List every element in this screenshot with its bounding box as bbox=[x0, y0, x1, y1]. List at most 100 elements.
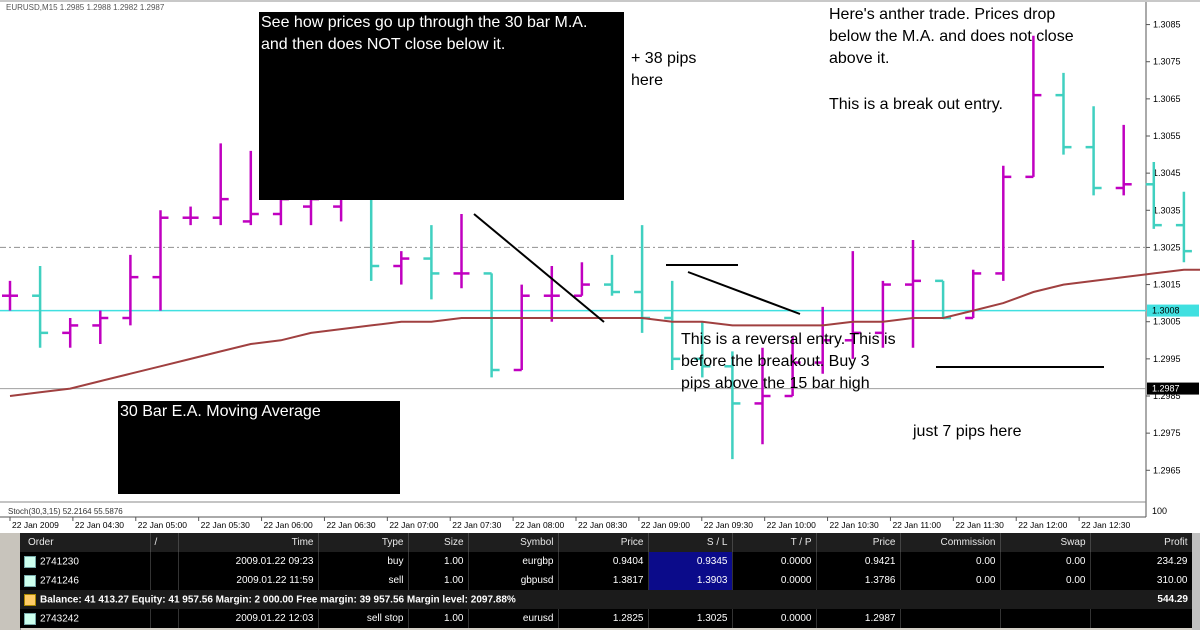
time-cell: 2009.01.22 09:23 bbox=[178, 552, 319, 571]
col-swap[interactable]: Swap bbox=[1000, 533, 1091, 552]
annotation-line: This is a reversal entry. This is bbox=[681, 331, 896, 348]
col-order[interactable]: Order bbox=[20, 533, 151, 552]
size-cell: 1.00 bbox=[408, 552, 469, 571]
symbol-cell: eurgbp bbox=[468, 552, 559, 571]
pending-order-icon bbox=[24, 612, 36, 625]
tp-cell[interactable]: 0.0000 bbox=[732, 571, 817, 590]
chart-canvas: 1.3085 1.3075 1.3065 1.3055 1.3045 1.3035 1.30… bbox=[0, 2, 1200, 530]
col-commission[interactable]: Commission bbox=[900, 533, 1001, 552]
col-tp[interactable]: T / P bbox=[732, 533, 817, 552]
annotation-line: below the M.A. and does not close bbox=[829, 28, 1074, 45]
time-tick-label: 22 Jan 2009 bbox=[12, 520, 59, 530]
spacer-cell bbox=[150, 609, 179, 628]
trade-table: Order / Time Type Size Symbol Price S / … bbox=[20, 533, 1193, 628]
col-time[interactable]: Time bbox=[178, 533, 319, 552]
annotation-reversal-entry: This is a reversal entry. This is before… bbox=[681, 329, 896, 395]
profit-cell: 310.00 bbox=[1090, 571, 1193, 590]
table-row[interactable]: 2741230 2009.01.22 09:23 buy 1.00 eurgbp… bbox=[20, 552, 1193, 571]
terminal-panel: Order / Time Type Size Symbol Price S / … bbox=[0, 533, 1200, 630]
annotation-line: above it. bbox=[829, 50, 890, 67]
commission-cell bbox=[900, 609, 1001, 628]
type-cell: sell bbox=[318, 571, 409, 590]
table-header-row: Order / Time Type Size Symbol Price S / … bbox=[20, 533, 1193, 552]
price-tick-label: 1.2985 bbox=[1153, 391, 1181, 401]
time-tick-label: 22 Jan 07:00 bbox=[389, 520, 438, 530]
swap-cell: 0.00 bbox=[1000, 571, 1091, 590]
time-tick-label: 22 Jan 08:00 bbox=[515, 520, 564, 530]
bid-price-tag bbox=[1147, 382, 1199, 395]
terminal-scrollbar[interactable] bbox=[1192, 533, 1200, 630]
cyan-price-tag bbox=[1147, 304, 1199, 317]
tp-cell[interactable]: 0.0000 bbox=[732, 552, 817, 571]
price-tick-label: 1.3025 bbox=[1153, 242, 1181, 252]
order-icon bbox=[24, 574, 36, 587]
type-cell: buy bbox=[318, 552, 409, 571]
col-type[interactable]: Type bbox=[318, 533, 409, 552]
current-price-cell: 1.2987 bbox=[816, 609, 901, 628]
time-tick-label: 22 Jan 11:30 bbox=[955, 520, 1004, 530]
annotation-breakout-entry: This is a break out entry. bbox=[829, 96, 1003, 113]
size-cell: 1.00 bbox=[408, 609, 469, 628]
col-size[interactable]: Size bbox=[408, 533, 469, 552]
order-number: 2741246 bbox=[40, 575, 79, 587]
price-tick-label: 1.3065 bbox=[1153, 94, 1181, 104]
annotation-another-trade: Here's anther trade. Prices drop below t… bbox=[829, 4, 1074, 70]
price-tick-label: 1.2965 bbox=[1153, 465, 1181, 475]
time-tick-label: 22 Jan 12:30 bbox=[1081, 520, 1130, 530]
indicator-label: Stoch(30,3,15) 52.2164 55.5876 bbox=[8, 507, 123, 516]
time-tick-label: 22 Jan 05:30 bbox=[201, 520, 250, 530]
col-sort[interactable]: / bbox=[150, 533, 179, 552]
ma-label-text: 30 Bar E.A. Moving Average bbox=[120, 403, 321, 420]
terminal-side-tab[interactable] bbox=[0, 533, 21, 630]
annotation-line: before the breakout. Buy 3 bbox=[681, 353, 870, 370]
time-cell: 2009.01.22 12:03 bbox=[178, 609, 319, 628]
price-cell: 0.9404 bbox=[558, 552, 649, 571]
col-current-price[interactable]: Price bbox=[816, 533, 901, 552]
time-tick-label: 22 Jan 05:00 bbox=[138, 520, 187, 530]
price-chart[interactable]: 1.3085 1.3075 1.3065 1.3055 1.3045 1.3035 1.30… bbox=[0, 0, 1200, 530]
price-tick-label: 1.2975 bbox=[1153, 428, 1181, 438]
time-tick-label: 22 Jan 06:00 bbox=[264, 520, 313, 530]
time-cell: 2009.01.22 11:59 bbox=[178, 571, 319, 590]
time-tick-label: 22 Jan 08:30 bbox=[578, 520, 627, 530]
current-price-cell: 1.3786 bbox=[816, 571, 901, 590]
price-tick-label: 1.3015 bbox=[1153, 280, 1181, 290]
col-symbol[interactable]: Symbol bbox=[468, 533, 559, 552]
annotation-line: + 38 pips bbox=[631, 50, 697, 67]
bid-price-tag-label: 1.2987 bbox=[1152, 384, 1180, 394]
price-tick-label: 1.2995 bbox=[1153, 354, 1181, 364]
symbol-cell: eurusd bbox=[468, 609, 559, 628]
balance-icon bbox=[24, 593, 36, 606]
col-profit[interactable]: Profit bbox=[1090, 533, 1193, 552]
sl-cell[interactable]: 1.3903 bbox=[648, 571, 733, 590]
profit-cell bbox=[1090, 609, 1193, 628]
annotation-line: See how prices go up through the 30 bar … bbox=[261, 14, 588, 31]
balance-text: Balance: 41 413.27 Equity: 41 957.56 Mar… bbox=[40, 594, 516, 606]
swap-cell: 0.00 bbox=[1000, 552, 1091, 571]
annotation-38-pips: + 38 pips here bbox=[631, 48, 696, 92]
annotation-line: pips above the 15 bar high bbox=[681, 375, 870, 392]
annotation-box-ma-label: 30 Bar E.A. Moving Average bbox=[118, 401, 400, 494]
annotation-line: here bbox=[631, 72, 664, 89]
tp-cell[interactable]: 0.0000 bbox=[732, 609, 817, 628]
time-tick-label: 22 Jan 10:30 bbox=[830, 520, 879, 530]
swap-cell bbox=[1000, 609, 1091, 628]
price-tick-label: 1.3045 bbox=[1153, 168, 1181, 178]
annotation-7-pips: just 7 pips here bbox=[913, 423, 1022, 440]
symbol-cell: gbpusd bbox=[468, 571, 559, 590]
price-cell: 1.2825 bbox=[558, 609, 649, 628]
table-row[interactable]: 2741246 2009.01.22 11:59 sell 1.00 gbpus… bbox=[20, 571, 1193, 590]
balance-profit: 544.29 bbox=[1090, 590, 1192, 609]
sl-cell[interactable]: 0.9345 bbox=[648, 552, 733, 571]
sl-cell[interactable]: 1.3025 bbox=[648, 609, 733, 628]
trend-line-drawing bbox=[473, 213, 605, 323]
price-tick-label: 1.3075 bbox=[1153, 57, 1181, 67]
col-sl[interactable]: S / L bbox=[648, 533, 733, 552]
commission-cell: 0.00 bbox=[900, 552, 1001, 571]
col-price[interactable]: Price bbox=[558, 533, 649, 552]
pending-order-row[interactable]: 2743242 2009.01.22 12:03 sell stop 1.00 … bbox=[20, 609, 1193, 628]
time-tick-label: 22 Jan 12:00 bbox=[1018, 520, 1067, 530]
time-tick-label: 22 Jan 07:30 bbox=[452, 520, 501, 530]
price-cell: 1.3817 bbox=[558, 571, 649, 590]
